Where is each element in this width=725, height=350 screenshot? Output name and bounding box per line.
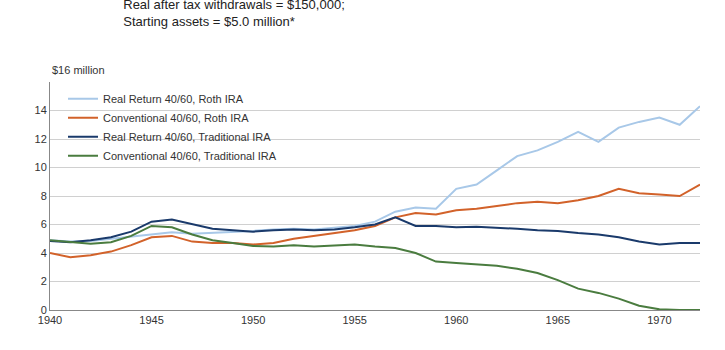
svg-text:$16 million: $16 million [52,64,105,76]
svg-text:Conventional 40/60, Roth IRA: Conventional 40/60, Roth IRA [103,112,249,124]
svg-text:1965: 1965 [546,314,570,326]
svg-text:2: 2 [41,275,47,287]
svg-text:Real after tax withdrawals = $: Real after tax withdrawals = $150,000;St… [123,0,345,29]
svg-text:Conventional 40/60, Traditiona: Conventional 40/60, Traditional IRA [103,150,277,162]
svg-text:8: 8 [41,190,47,202]
svg-text:1955: 1955 [342,314,366,326]
svg-text:12: 12 [35,133,47,145]
svg-text:1950: 1950 [241,314,265,326]
svg-text:Real Return 40/60, Traditional: Real Return 40/60, Traditional IRA [103,131,271,143]
svg-text:1940: 1940 [38,314,62,326]
svg-text:1960: 1960 [444,314,468,326]
svg-text:4: 4 [41,247,47,259]
svg-text:0: 0 [41,304,47,316]
svg-text:14: 14 [35,104,47,116]
svg-text:10: 10 [35,161,47,173]
svg-text:1970: 1970 [647,314,671,326]
svg-text:1945: 1945 [139,314,163,326]
svg-text:6: 6 [41,218,47,230]
svg-text:Real Return 40/60, Roth IRA: Real Return 40/60, Roth IRA [103,93,244,105]
